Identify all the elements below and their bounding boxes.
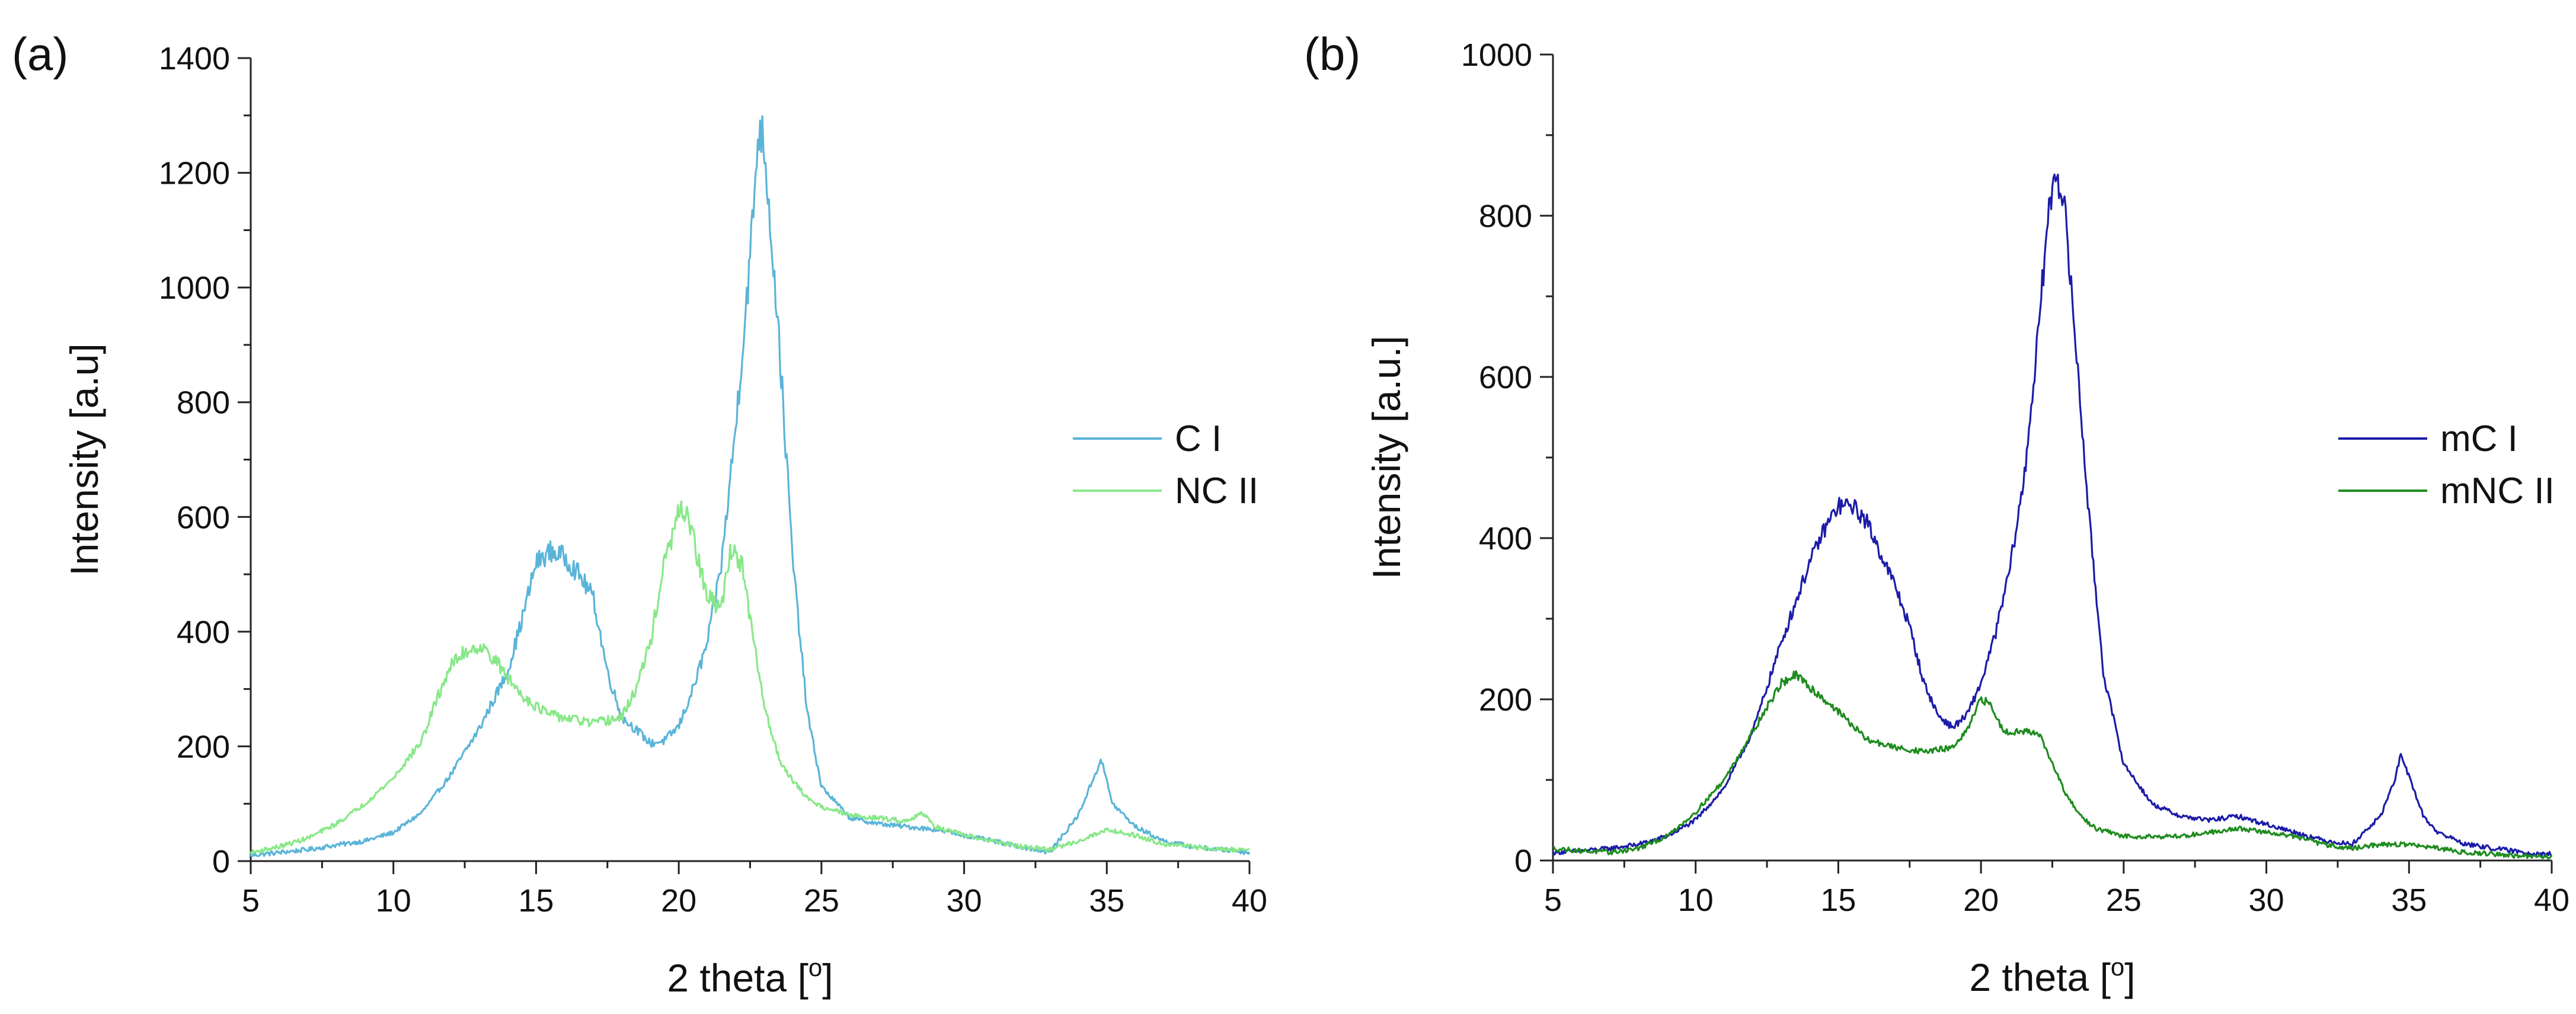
y-tick-label: 1000 — [1461, 37, 1532, 73]
x-tick-label: 10 — [1678, 882, 1714, 918]
x-axis-title: 2 theta [o] — [667, 954, 833, 1000]
x-tick-label: 15 — [518, 883, 554, 919]
legend-label: C I — [1175, 418, 1222, 459]
legend-label: mC I — [2440, 418, 2518, 459]
y-tick-label: 0 — [212, 844, 230, 879]
series-line-c-i — [250, 115, 1251, 858]
x-tick-label: 5 — [242, 883, 260, 919]
x-tick-label: 20 — [661, 883, 696, 919]
y-tick-label: 1000 — [159, 270, 230, 306]
x-tick-label: 25 — [2106, 882, 2142, 918]
y-tick-label: 400 — [177, 615, 230, 650]
x-tick-label: 25 — [804, 883, 839, 919]
y-axis-title: Intensity [a.u.] — [1364, 336, 1408, 580]
y-tick-label: 0 — [1514, 843, 1532, 879]
y-tick-label: 200 — [1479, 682, 1532, 718]
y-tick-label: 600 — [177, 500, 230, 535]
panel-label: (a) — [12, 28, 68, 80]
y-tick-label: 800 — [1479, 199, 1532, 234]
x-tick-label: 35 — [2391, 882, 2427, 918]
y-axis-title: Intensity [a.u] — [62, 343, 106, 576]
x-tick-label: 40 — [2534, 882, 2569, 918]
x-tick-label: 20 — [1963, 882, 1999, 918]
series-line-mnc-ii — [1552, 670, 2553, 860]
x-axis-title: 2 theta [o] — [1969, 953, 2135, 999]
series-line-nc-ii — [250, 500, 1249, 856]
x-tick-label: 5 — [1544, 882, 1562, 918]
legend-label: NC II — [1175, 471, 1258, 511]
series-line-mc-i — [1552, 173, 2552, 857]
panel-label: (b) — [1304, 28, 1360, 80]
chart-panel-a: (a)5 10 15 20 25 30 35 400200400600800100012001… — [12, 28, 1267, 1000]
x-tick-label: 10 — [376, 883, 411, 919]
x-tick-label: 30 — [947, 883, 982, 919]
x-tick-label: 15 — [1820, 882, 1856, 918]
y-tick-label: 800 — [177, 385, 230, 421]
y-tick-label: 400 — [1479, 521, 1532, 556]
legend-label: mNC II — [2440, 471, 2555, 511]
y-tick-label: 200 — [177, 729, 230, 765]
y-tick-label: 1400 — [159, 41, 230, 76]
x-tick-label: 30 — [2249, 882, 2284, 918]
y-tick-label: 1200 — [159, 156, 230, 191]
y-tick-label: 600 — [1479, 360, 1532, 395]
x-tick-label: 35 — [1089, 883, 1124, 919]
x-tick-label: 40 — [1232, 883, 1267, 919]
